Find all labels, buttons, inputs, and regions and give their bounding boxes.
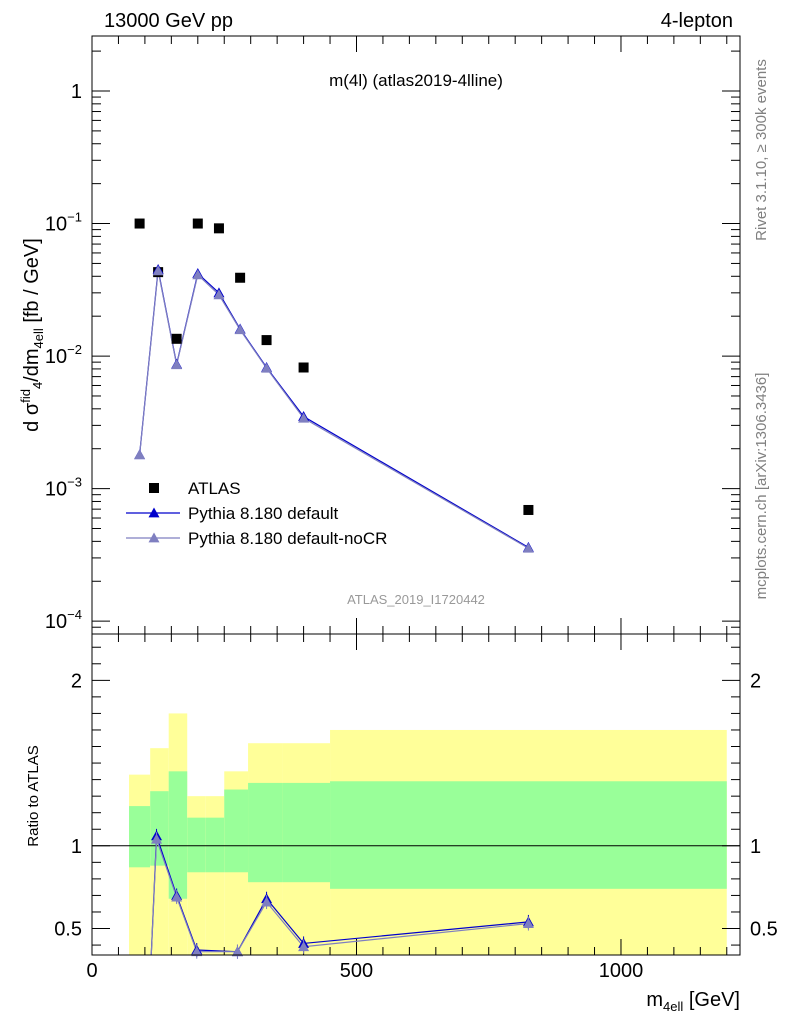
main-ytick-label: 10−1 (45, 210, 82, 236)
band-green (224, 789, 249, 873)
band-green (282, 782, 331, 883)
data-point-triangle (261, 362, 273, 373)
data-point-triangle (522, 542, 534, 553)
main-ytick-label: 10−3 (45, 475, 82, 501)
main-title: m(4l) (atlas2019-4lline) (329, 71, 503, 90)
main-ytick-base: 10 (45, 346, 67, 368)
ylabel-b: fid (18, 389, 33, 403)
data-point-triangle (234, 324, 246, 335)
data-point-square (523, 504, 534, 515)
ylabel-d: /dm (21, 348, 43, 381)
xlabel-c: [GeV] (683, 989, 740, 1011)
legend-marker-triangle (148, 507, 160, 518)
ratio-ylabel: Ratio to ATLAS (25, 745, 42, 846)
ratio-line-0 (150, 835, 529, 956)
band-green (330, 781, 727, 889)
xlabel-b: 4ell (663, 999, 683, 1014)
ratio-xtick-label: 0 (86, 960, 97, 982)
legend-label: Pythia 8.180 default (188, 504, 339, 523)
legend-marker-triangle (148, 532, 160, 543)
main-ytick-label: 10−2 (45, 342, 82, 368)
ylabel-f: [fb / GeV] (21, 238, 43, 328)
main-ytick-exp: −2 (67, 342, 82, 357)
main-ylabel: d σfid4/dm4ell [fb / GeV] (18, 238, 46, 432)
ratio-ytick-label-right: 2 (750, 670, 761, 692)
ratio-ytick-label-right: 0.5 (750, 919, 778, 941)
watermark: ATLAS_2019_I1720442 (347, 592, 485, 607)
ratio-xtick-label: 1000 (599, 960, 644, 982)
data-point-triangle (171, 359, 183, 370)
ratio-frame (91, 633, 741, 956)
main-panel: 10−410−310−210−11 m(4l) (atlas2019-4llin… (18, 35, 741, 635)
svg-text:d σfid4/dm4ell [fb / GeV]: d σfid4/dm4ell [fb / GeV] (18, 238, 46, 432)
ratio-ytick-label-left: 1 (71, 836, 82, 858)
main-ytick-base: 10 (45, 214, 67, 236)
data-point-triangle (192, 269, 204, 280)
main-ytick-exp: −3 (67, 475, 82, 490)
main-ytick-base: 10 (45, 611, 67, 633)
ratio-axis-ticks: 0.5 0.5 1 1 2 2 0 500 1000 (54, 634, 778, 982)
main-axis-ticks: 10−410−310−210−11 (45, 36, 740, 635)
data-point-square (213, 223, 224, 234)
band-green (150, 791, 169, 866)
data-point-triangle (213, 289, 225, 300)
main-ytick-base: 1 (71, 81, 82, 103)
legend-label: Pythia 8.180 default-noCR (188, 529, 387, 548)
mcplots-label: mcplots.cern.ch [arXiv:1306.3436] (753, 373, 770, 600)
ylabel-c: 4 (30, 382, 45, 389)
ratio-bands (129, 713, 727, 955)
main-ytick-base: 10 (45, 479, 67, 501)
main-series (134, 218, 534, 553)
data-point-square (261, 335, 272, 346)
xlabel: m4ell [GeV] (646, 989, 740, 1014)
data-point-triangle (134, 449, 146, 460)
ratio-ytick-label-left: 0.5 (54, 919, 82, 941)
ratio-xtick-label: 500 (340, 960, 373, 982)
band-green (129, 806, 151, 868)
legend-label: ATLAS (188, 479, 241, 498)
main-ytick-label: 1 (71, 81, 82, 103)
legend: ATLAS Pythia 8.180 default Pythia 8.180 de… (126, 479, 387, 548)
header-right: 4-lepton (661, 10, 733, 32)
band-green (205, 817, 225, 873)
xlabel-a: m (646, 989, 663, 1011)
data-point-square (298, 362, 309, 373)
main-ytick-exp: −1 (67, 210, 82, 225)
ratio-ytick-label-right: 1 (750, 836, 761, 858)
ratio-ytick-label-left: 2 (71, 670, 82, 692)
ratio-series (150, 828, 534, 959)
legend-marker-square (149, 483, 159, 493)
data-point-square (171, 333, 182, 344)
ratio-panel: 0.5 0.5 1 1 2 2 0 500 1000 Ratio to ATLAS m4ell … (25, 633, 778, 1014)
data-point-triangle (152, 265, 164, 276)
main-ytick-exp: −4 (67, 607, 82, 622)
data-point-square (235, 272, 246, 283)
data-point-triangle (298, 412, 310, 423)
band-green (168, 771, 188, 899)
header-left: 13000 GeV pp (104, 10, 233, 32)
band-green (248, 782, 283, 883)
band-green (187, 817, 206, 873)
ylabel-e: 4ell (31, 328, 46, 348)
main-ytick-label: 10−4 (45, 607, 82, 633)
rivet-label: Rivet 3.1.10, ≥ 300k events (753, 59, 770, 241)
ratio-line-1 (150, 838, 529, 956)
data-point-square (192, 218, 203, 229)
data-point-square (134, 218, 145, 229)
ylabel-a: d σ (21, 402, 43, 432)
